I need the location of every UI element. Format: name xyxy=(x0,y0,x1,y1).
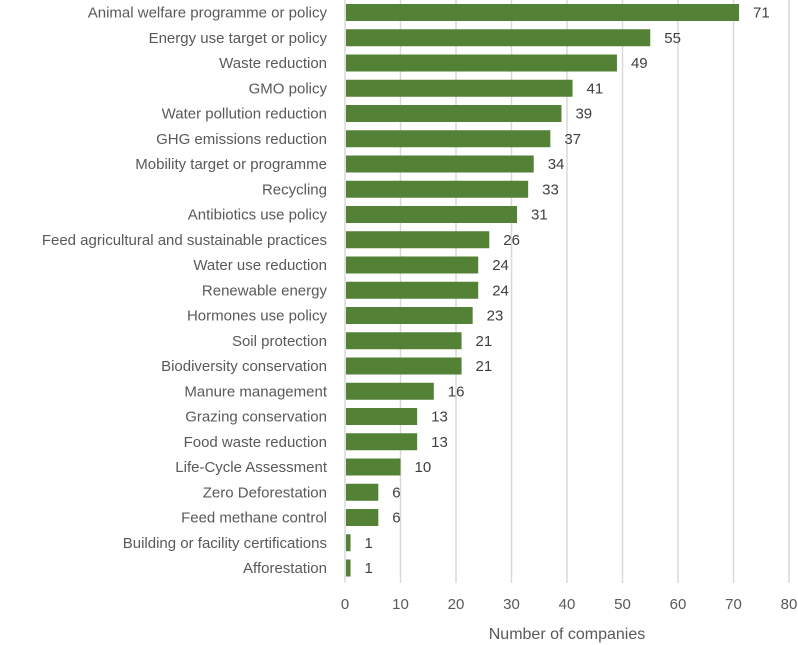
data-label: 49 xyxy=(631,55,648,72)
bar xyxy=(346,4,740,21)
category-label: Life-Cycle Assessment xyxy=(175,459,328,476)
category-label: Water use reduction xyxy=(193,257,327,274)
category-label: Renewable energy xyxy=(202,282,328,299)
category-label: Recycling xyxy=(262,181,327,198)
data-label: 6 xyxy=(392,484,400,501)
x-tick-label: 50 xyxy=(614,596,631,613)
category-label: Building or facility certifications xyxy=(123,535,327,552)
category-label: Afforestation xyxy=(243,560,327,577)
data-label: 34 xyxy=(548,156,565,173)
category-label: Water pollution reduction xyxy=(162,106,327,123)
category-label: GMO policy xyxy=(249,80,328,97)
data-label: 13 xyxy=(431,409,448,426)
data-label: 1 xyxy=(365,535,373,552)
bar xyxy=(346,29,651,47)
bar xyxy=(346,408,418,425)
category-label: Waste reduction xyxy=(219,55,327,72)
x-tick-label: 80 xyxy=(781,596,798,613)
x-tick-label: 70 xyxy=(725,596,742,613)
data-label: 31 xyxy=(531,207,548,224)
category-label: Mobility target or programme xyxy=(135,156,327,173)
bar xyxy=(346,206,518,223)
bar xyxy=(346,231,490,249)
bar xyxy=(346,559,351,577)
bar xyxy=(346,307,473,324)
data-label: 6 xyxy=(392,510,400,527)
data-label: 26 xyxy=(503,232,520,249)
category-label: Biodiversity conservation xyxy=(161,358,327,375)
data-label: 10 xyxy=(415,459,432,476)
category-label: Animal welfare programme or policy xyxy=(88,5,328,22)
bar xyxy=(346,509,379,526)
bar xyxy=(346,79,573,97)
bar xyxy=(346,534,351,552)
x-tick-label: 0 xyxy=(341,596,349,613)
data-label: 24 xyxy=(492,257,509,274)
bar xyxy=(346,382,434,400)
category-label: Manure management xyxy=(184,383,327,400)
data-labels: 7155494139373433312624242321211613131066… xyxy=(365,5,770,578)
data-label: 37 xyxy=(564,131,581,148)
data-label: 1 xyxy=(365,560,373,577)
data-label: 71 xyxy=(753,5,770,22)
bar xyxy=(346,256,479,274)
data-label: 24 xyxy=(492,282,509,299)
category-labels: Animal welfare programme or policy Energy… xyxy=(42,5,328,578)
x-tick-label: 30 xyxy=(503,596,520,613)
category-label: Zero Deforestation xyxy=(203,484,327,501)
category-label: Grazing conservation xyxy=(185,409,327,426)
data-label: 21 xyxy=(476,358,493,375)
bar xyxy=(346,155,534,173)
bar xyxy=(346,483,379,501)
data-label: 16 xyxy=(448,383,465,400)
data-label: 41 xyxy=(587,80,604,97)
data-label: 21 xyxy=(476,333,493,350)
x-tick-label: 60 xyxy=(670,596,687,613)
bar xyxy=(346,180,529,198)
bar xyxy=(346,357,462,375)
bar xyxy=(346,130,551,148)
x-tick-label: 10 xyxy=(392,596,409,613)
data-label: 33 xyxy=(542,181,559,198)
gridlines xyxy=(399,0,790,583)
bar xyxy=(346,458,401,476)
bar xyxy=(346,433,418,451)
category-label: Energy use target or policy xyxy=(149,30,328,47)
data-label: 55 xyxy=(664,30,681,47)
bar xyxy=(346,105,562,122)
category-label: Antibiotics use policy xyxy=(188,207,328,224)
category-label: Soil protection xyxy=(232,333,327,350)
bar xyxy=(346,332,462,350)
x-tick-labels: 0 10 20 30 40 50 60 70 80 xyxy=(341,596,798,613)
data-label: 13 xyxy=(431,434,448,451)
bar xyxy=(346,54,617,72)
category-label: Hormones use policy xyxy=(187,308,328,325)
category-label: Food waste reduction xyxy=(184,434,327,451)
data-label: 23 xyxy=(487,308,504,325)
x-tick-label: 20 xyxy=(448,596,465,613)
category-label: GHG emissions reduction xyxy=(156,131,327,148)
x-axis-title: Number of companies xyxy=(489,626,646,643)
data-label: 39 xyxy=(575,106,592,123)
bar xyxy=(346,281,479,299)
bars xyxy=(346,4,740,577)
category-label: Feed methane control xyxy=(181,510,327,527)
category-label: Feed agricultural and sustainable practi… xyxy=(42,232,327,249)
x-tick-label: 40 xyxy=(559,596,576,613)
